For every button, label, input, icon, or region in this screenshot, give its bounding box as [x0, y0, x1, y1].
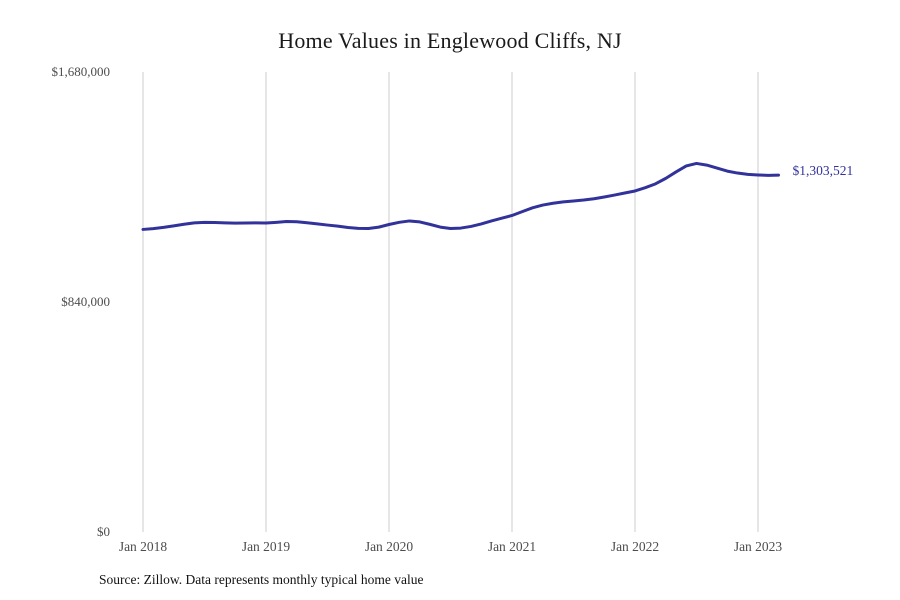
x-tick-label: Jan 2022	[611, 539, 659, 554]
end-value-label: $1,303,521	[793, 163, 854, 178]
x-tick-label: Jan 2023	[734, 539, 783, 554]
x-tick-label: Jan 2020	[365, 539, 414, 554]
chart-title: Home Values in Englewood Cliffs, NJ	[278, 28, 622, 53]
y-tick-label: $840,000	[61, 294, 110, 309]
home-value-line	[141, 161, 780, 231]
x-tick-label: Jan 2019	[242, 539, 291, 554]
x-tick-label: Jan 2021	[488, 539, 536, 554]
y-tick-label: $1,680,000	[52, 64, 111, 79]
x-tick-label: Jan 2018	[119, 539, 168, 554]
y-tick-label: $0	[97, 524, 110, 539]
source-note: Source: Zillow. Data represents monthly …	[99, 572, 424, 587]
